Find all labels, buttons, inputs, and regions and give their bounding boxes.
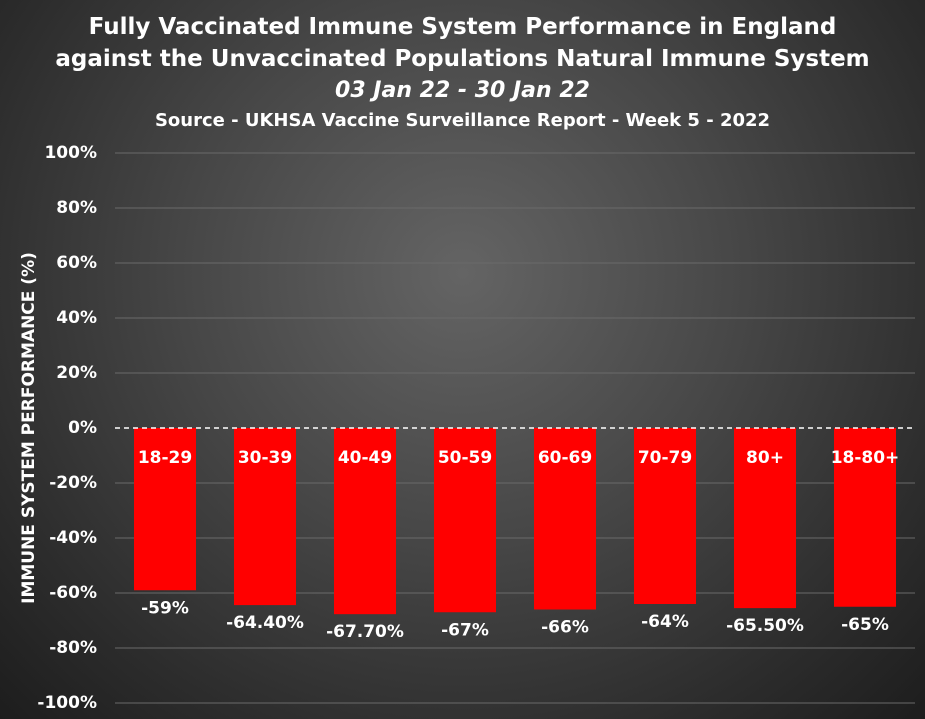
chart-title-line-1: Fully Vaccinated Immune System Performan… bbox=[88, 14, 837, 40]
y-tick-label: 40% bbox=[56, 308, 97, 328]
bar-category-label: 80+ bbox=[746, 448, 784, 468]
bar-category-label: 70-79 bbox=[638, 448, 692, 468]
bar bbox=[634, 428, 696, 604]
bar-data-label: -65.50% bbox=[726, 616, 804, 636]
bar-data-label: -65% bbox=[841, 615, 889, 635]
bar bbox=[434, 428, 496, 613]
chart-date-range: 03 Jan 22 - 30 Jan 22 bbox=[335, 78, 590, 103]
bar bbox=[134, 428, 196, 591]
y-tick-label: 20% bbox=[56, 363, 97, 383]
y-tick-label: 60% bbox=[56, 253, 97, 273]
y-tick-label: 0% bbox=[68, 418, 97, 438]
y-tick-label: -20% bbox=[49, 473, 97, 493]
y-tick-label: 80% bbox=[56, 198, 97, 218]
bar-category-label: 50-59 bbox=[438, 448, 492, 468]
y-tick-label: -100% bbox=[37, 693, 97, 713]
y-tick-label: -80% bbox=[49, 638, 97, 658]
bar-data-label: -67% bbox=[441, 620, 489, 640]
bar-data-label: -64% bbox=[641, 612, 689, 632]
bar-data-label: -64.40% bbox=[226, 613, 304, 633]
chart-source: Source - UKHSA Vaccine Surveillance Repo… bbox=[154, 110, 771, 131]
y-tick-label: -60% bbox=[49, 583, 97, 603]
bar-category-label: 18-80+ bbox=[831, 448, 900, 468]
bar bbox=[834, 428, 896, 607]
bar bbox=[234, 428, 296, 606]
bar-category-label: 30-39 bbox=[238, 448, 292, 468]
bar-data-label: -67.70% bbox=[326, 622, 404, 642]
bar-data-label: -59% bbox=[141, 598, 189, 618]
chart-title-line-2: against the Unvaccinated Populations Nat… bbox=[55, 46, 870, 72]
y-tick-label: 100% bbox=[44, 143, 97, 163]
bar bbox=[734, 428, 796, 609]
bar-category-label: 40-49 bbox=[338, 448, 392, 468]
bar-category-label: 18-29 bbox=[138, 448, 192, 468]
y-tick-label: -40% bbox=[49, 528, 97, 548]
bar-data-label: -66% bbox=[541, 618, 589, 638]
bar bbox=[534, 428, 596, 610]
bar-category-label: 60-69 bbox=[538, 448, 592, 468]
bar bbox=[334, 428, 396, 615]
